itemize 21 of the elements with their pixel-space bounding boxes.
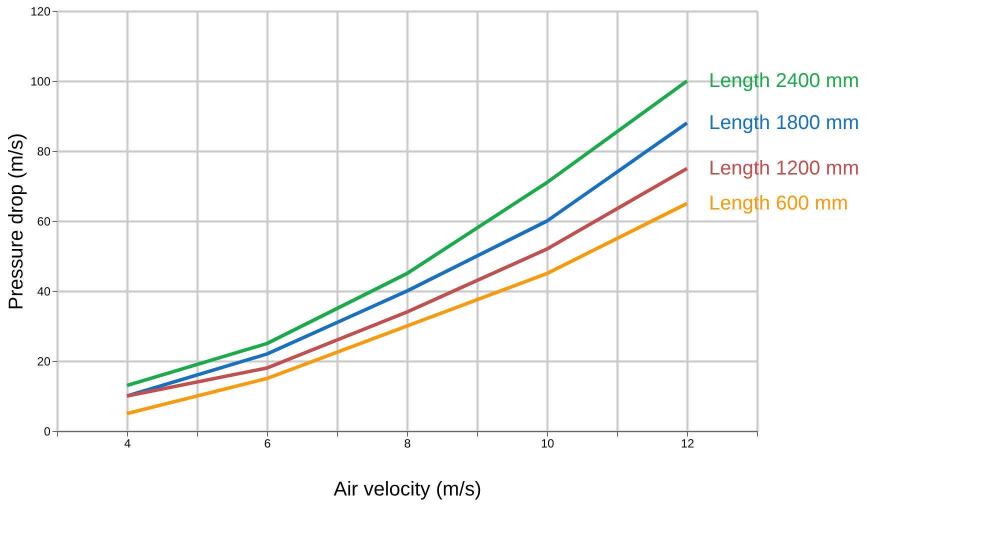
y-tick-label: 120 <box>30 4 51 18</box>
y-tick-label: 20 <box>37 354 51 368</box>
line-series <box>125 79 689 388</box>
series-label: Length 2400 mm <box>709 70 860 92</box>
series-label: Length 1800 mm <box>709 112 860 134</box>
x-tick-label: 4 <box>124 436 132 450</box>
y-tick-label: 100 <box>30 74 51 88</box>
x-axis-title: Air velocity (m/s) <box>334 478 482 500</box>
x-tick-label: 6 <box>264 436 272 450</box>
y-tick-label: 40 <box>37 284 51 298</box>
line-series <box>125 202 689 416</box>
series-label: Length 600 mm <box>709 192 848 214</box>
x-tick-label: 10 <box>540 436 554 450</box>
x-tick-label: 12 <box>680 436 694 450</box>
x-tick-label: 8 <box>404 436 412 450</box>
y-axis-title: Pressure drop (m/s) <box>5 133 28 310</box>
y-tick-label: 80 <box>37 144 51 158</box>
line-series <box>125 166 689 398</box>
y-tick-label: 60 <box>37 214 51 228</box>
y-tick-label: 0 <box>44 424 51 438</box>
series-label: Length 1200 mm <box>709 158 860 180</box>
